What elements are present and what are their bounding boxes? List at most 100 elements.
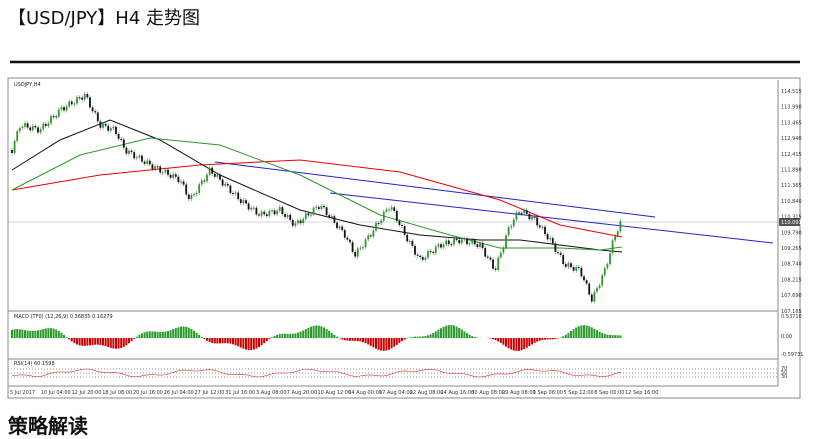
- page: {"header": {"title": "【USD/JPY】H4 走势图"},…: [0, 0, 814, 425]
- macd-bar: [437, 330, 439, 338]
- candle: [115, 127, 117, 134]
- macd-bar: [349, 338, 351, 341]
- date-label: 30 Aug 08:00: [471, 390, 505, 396]
- candle: [253, 208, 255, 209]
- macd-bar: [177, 327, 179, 338]
- macd-bar: [37, 330, 39, 338]
- macd-bar: [378, 338, 380, 350]
- current-price: 110.091: [781, 220, 802, 226]
- candle: [87, 94, 89, 97]
- macd-bar: [370, 338, 372, 346]
- rsi-label: RSI(14) 60.1598: [14, 361, 55, 367]
- candle: [596, 288, 598, 292]
- macd-bar: [172, 329, 174, 338]
- macd-bar: [151, 331, 153, 338]
- candle: [165, 170, 167, 173]
- candle: [191, 195, 193, 199]
- candle: [339, 227, 341, 229]
- candle: [81, 98, 83, 100]
- macd-bar: [50, 328, 52, 338]
- candle: [487, 257, 489, 258]
- macd-bar: [534, 338, 536, 343]
- symbol: USDJPY,H4: [14, 82, 41, 88]
- macd-bar: [357, 338, 359, 341]
- candle: [24, 123, 26, 126]
- candle: [323, 206, 325, 207]
- candle: [53, 116, 55, 117]
- macd-bar: [440, 328, 442, 338]
- candle: [336, 223, 338, 228]
- candle: [474, 240, 476, 244]
- candle: [230, 186, 232, 193]
- candle: [29, 128, 31, 131]
- macd-bar: [515, 338, 517, 351]
- candle: [201, 181, 203, 185]
- macd-bar: [344, 338, 346, 340]
- candle: [209, 168, 211, 175]
- macd-bar: [209, 338, 211, 342]
- candle: [518, 212, 520, 213]
- candle: [422, 257, 424, 260]
- macd-bar: [211, 338, 213, 343]
- date-label: 5 Jul 2017: [10, 390, 35, 396]
- candle: [232, 193, 234, 194]
- candle: [375, 223, 377, 230]
- candle: [35, 126, 37, 127]
- macd-bar: [29, 331, 31, 338]
- macd-bar: [136, 337, 138, 338]
- macd-bar: [68, 338, 70, 339]
- macd-bar: [328, 331, 330, 338]
- candle: [344, 230, 346, 238]
- candle: [32, 126, 34, 130]
- candle: [172, 174, 174, 178]
- macd-bar: [302, 330, 304, 338]
- price-label: 107.690: [781, 293, 802, 299]
- candle: [391, 207, 393, 209]
- macd-bar: [510, 338, 512, 350]
- macd-bar: [310, 327, 312, 338]
- candle: [295, 223, 297, 225]
- macd-bar: [141, 333, 143, 338]
- candle: [58, 110, 60, 117]
- macd-bar: [362, 338, 364, 342]
- candle: [458, 240, 460, 243]
- candle: [167, 170, 169, 175]
- macd-bar: [276, 335, 278, 338]
- date-label: 29 Aug 08:00: [502, 390, 536, 396]
- candle: [612, 240, 614, 253]
- candle: [235, 193, 237, 194]
- candle: [196, 193, 198, 194]
- candle: [217, 175, 219, 177]
- macd-bar: [81, 338, 83, 346]
- candle: [123, 140, 125, 148]
- macd-bar: [300, 332, 302, 338]
- macd-bar: [107, 338, 109, 347]
- macd-bar: [544, 338, 546, 340]
- candle: [539, 225, 541, 227]
- macd-bar: [45, 329, 47, 338]
- candle: [206, 175, 208, 182]
- candle: [393, 207, 395, 211]
- macd-bar: [398, 338, 400, 343]
- candle: [146, 161, 148, 164]
- candle: [378, 223, 380, 224]
- candle: [289, 215, 291, 220]
- macd-bar: [242, 338, 244, 349]
- candle: [440, 244, 442, 247]
- candle: [224, 184, 226, 186]
- macd-bar: [380, 338, 382, 351]
- macd-bar: [445, 326, 447, 338]
- macd-bar: [500, 338, 502, 343]
- candle: [555, 243, 557, 252]
- macd-bar: [42, 329, 44, 338]
- date-label: 5 Sep 12:00: [564, 390, 594, 396]
- candle: [76, 97, 78, 103]
- macd-bar: [456, 327, 458, 338]
- macd-bar: [149, 331, 151, 338]
- candle: [40, 129, 42, 132]
- macd-bar: [580, 325, 582, 338]
- candle: [425, 258, 427, 260]
- candle: [170, 175, 172, 178]
- macd-bar: [175, 328, 177, 338]
- candle: [599, 285, 601, 288]
